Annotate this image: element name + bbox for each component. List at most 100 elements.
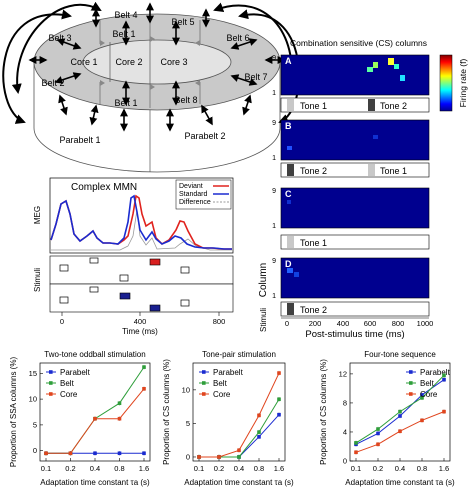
y-tick-label: 0 bbox=[343, 457, 347, 466]
x-axis-label: Post-stimulus time (ms) bbox=[305, 329, 404, 340]
x-tick-label: 0.2 bbox=[65, 464, 75, 473]
data-point bbox=[117, 416, 122, 421]
heatmap-a: A 9 1 Tone 1 Tone 2 bbox=[272, 54, 430, 113]
y-tick-label: 10 bbox=[29, 395, 37, 404]
y-tick-label: 5 bbox=[33, 420, 37, 429]
meg-x-axis: 0 400 800 Time (ms) bbox=[60, 312, 225, 336]
belt-label: Belt 5 bbox=[171, 17, 194, 27]
row-letter: C bbox=[285, 189, 292, 199]
heatmap-b-field bbox=[280, 119, 430, 161]
meg-title: Complex MMN bbox=[71, 182, 137, 193]
data-point bbox=[376, 427, 380, 431]
stimulus-block bbox=[59, 296, 69, 304]
junction-triangle bbox=[100, 80, 105, 86]
data-point bbox=[420, 396, 424, 400]
legend-marker bbox=[49, 381, 53, 385]
row-letter: B bbox=[285, 121, 292, 131]
meg-difference-trace bbox=[51, 209, 232, 251]
data-point bbox=[257, 435, 261, 439]
core-label: Core 2 bbox=[115, 57, 142, 67]
meg-standard-trace bbox=[50, 194, 232, 250]
y-axis-label: Proportion of CS columns (%) bbox=[319, 359, 328, 465]
ytick: 9 bbox=[272, 258, 276, 265]
core-label: Core 3 bbox=[160, 57, 187, 67]
heatmap-a-field bbox=[280, 54, 430, 96]
data-point bbox=[442, 377, 446, 382]
tone-label: Tone 1 bbox=[300, 238, 327, 248]
row-letter: A bbox=[285, 56, 292, 66]
data-point bbox=[257, 413, 261, 418]
heatmap-hotspot bbox=[394, 64, 399, 69]
stimulus-strip bbox=[280, 97, 430, 113]
x-tick-label: 1.6 bbox=[439, 464, 449, 473]
x-tick-label: 0.4 bbox=[395, 464, 405, 473]
chart-frame bbox=[39, 362, 151, 462]
line-chart-3: Four-tone sequence 0 4 8 12 0.1 0.2 0.4 0.8 1.6 Ad… bbox=[319, 350, 455, 487]
data-point bbox=[442, 373, 446, 378]
chart-title: Four-tone sequence bbox=[364, 350, 436, 359]
legend-marker bbox=[202, 381, 206, 385]
chart-title: Tone-pair stimulation bbox=[202, 350, 276, 359]
ytick: 1 bbox=[272, 155, 276, 162]
meg-ylabel: MEG bbox=[33, 206, 42, 224]
x-tick-label: 0 bbox=[285, 319, 289, 328]
stimulus-block-standard bbox=[149, 304, 161, 312]
x-axis-label: Adaptation time constant τa (s) bbox=[40, 478, 150, 487]
junction-triangle bbox=[195, 40, 200, 46]
junction-triangle bbox=[150, 36, 155, 42]
belt-label: Belt 3 bbox=[48, 33, 71, 43]
data-point bbox=[142, 386, 146, 391]
stimulus-block bbox=[89, 257, 99, 264]
cs-panel: Combination sensitive (CS) columns A 9 1… bbox=[258, 38, 468, 340]
belt-label: Belt 7 bbox=[244, 72, 267, 82]
ytick: 9 bbox=[272, 55, 276, 62]
heatmap-b: B 9 1 Tone 2 Tone 1 bbox=[272, 119, 430, 178]
x-tick-label: 0.1 bbox=[41, 464, 51, 473]
junction-triangle bbox=[100, 40, 105, 46]
x-tick-label: 800 bbox=[392, 319, 405, 328]
stimulus-block bbox=[180, 299, 190, 307]
y-axis-label: Proportion of SSA columns (%) bbox=[9, 357, 18, 468]
x-axis-label: Time (ms) bbox=[122, 327, 158, 336]
meg-legend: Deviant Standard Difference bbox=[175, 179, 232, 210]
x-tick-label: 800 bbox=[213, 317, 226, 326]
stimulus-strip bbox=[280, 301, 430, 317]
row-letter: D bbox=[285, 259, 292, 269]
legend-label: Parabelt bbox=[213, 368, 244, 377]
legend-label: Deviant bbox=[179, 183, 203, 190]
colorbar-label: Firing rate (f) bbox=[458, 59, 468, 108]
data-point bbox=[354, 450, 358, 455]
ytick: 9 bbox=[272, 188, 276, 195]
legend-label: Core bbox=[60, 390, 78, 399]
series-line-core bbox=[199, 372, 280, 458]
data-point bbox=[117, 401, 122, 406]
heatmap-c: C 9 1 Tone 1 bbox=[272, 187, 430, 250]
legend-marker bbox=[49, 370, 53, 374]
parabelt-label: Parabelt 1 bbox=[59, 135, 100, 145]
y-axis-label: Column bbox=[258, 263, 269, 297]
legend-marker bbox=[202, 370, 206, 374]
chart-title: Two-tone oddball stimulation bbox=[44, 350, 145, 359]
stimulus-strip bbox=[280, 162, 430, 178]
connection-arrow bbox=[242, 94, 252, 116]
data-point bbox=[197, 455, 201, 459]
connection-arc bbox=[11, 1, 102, 94]
data-point bbox=[277, 397, 281, 402]
y-tick-label: 4 bbox=[343, 427, 347, 436]
heatmap-hotspot bbox=[373, 135, 378, 139]
x-tick-label: 0.8 bbox=[417, 464, 427, 473]
x-tick-label: 400 bbox=[134, 317, 147, 326]
data-point bbox=[68, 451, 73, 456]
y-tick-label: 15 bbox=[29, 369, 37, 378]
heatmap-hotspot bbox=[373, 62, 378, 68]
y-tick-label: 5 bbox=[186, 419, 190, 428]
x-tick-label: 0 bbox=[60, 317, 64, 326]
connection-arrow bbox=[58, 94, 68, 116]
tone-block bbox=[287, 303, 294, 315]
connection-arrow bbox=[230, 74, 258, 86]
tone-label: Tone 2 bbox=[300, 305, 327, 315]
connection-arrow bbox=[54, 72, 82, 84]
legend-label: Standard bbox=[179, 191, 208, 198]
connection-arrow bbox=[56, 38, 82, 50]
meg-stimuli-frame-2 bbox=[49, 283, 234, 313]
